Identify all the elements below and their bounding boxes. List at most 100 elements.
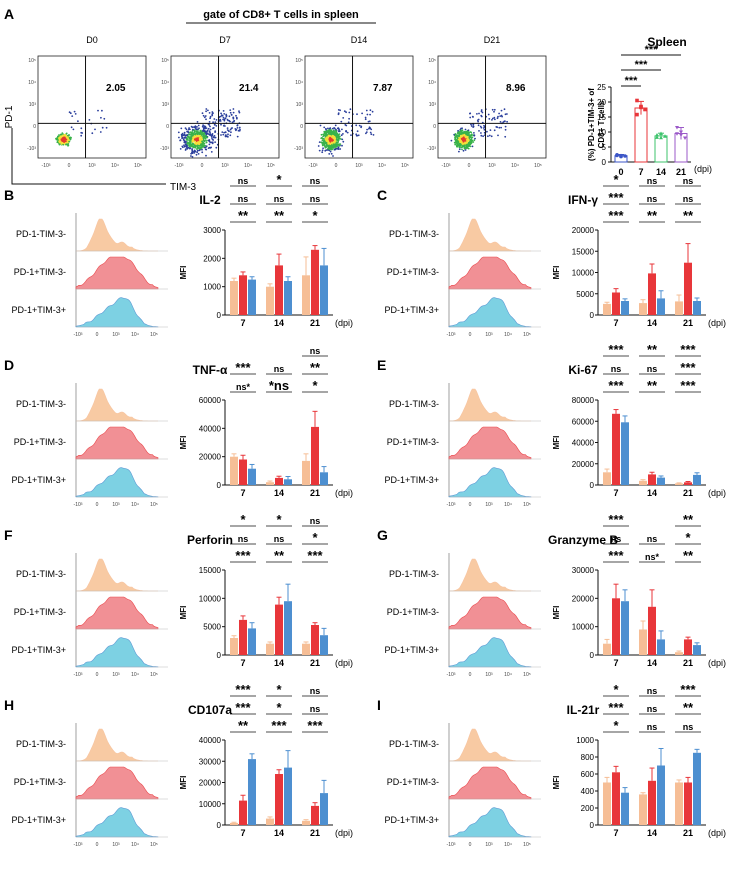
y-tick-label: 20000 xyxy=(572,460,595,469)
flow-event xyxy=(496,117,499,120)
histogram-row-label: PD-1+TIM-3+ xyxy=(384,815,439,825)
flow-event xyxy=(206,139,208,142)
bar xyxy=(320,635,328,655)
panel-c: C IFN-γ PD-1-TIM-3- PD-1+TIM-3- PD-1+TIM-3+ -… xyxy=(377,172,726,338)
histogram-row-label: PD-1+TIM-3- xyxy=(14,267,66,277)
flow-x-tick-label: -10³ xyxy=(42,163,51,169)
flow-event xyxy=(226,118,229,121)
flow-event xyxy=(470,142,473,144)
flow-event xyxy=(202,114,205,117)
flow-event xyxy=(194,130,196,132)
flow-event xyxy=(337,139,340,142)
flow-event xyxy=(473,132,475,134)
flow-event xyxy=(493,110,495,113)
histogram-tick-label: -10³ xyxy=(447,502,456,508)
histogram-curve xyxy=(75,637,159,668)
bar xyxy=(657,765,665,825)
flow-event xyxy=(345,111,347,114)
flow-event xyxy=(462,139,464,142)
y-tick-label: 40000 xyxy=(199,736,222,745)
flow-event xyxy=(226,127,229,129)
flow-event xyxy=(328,134,331,137)
x-tick-label: 7 xyxy=(613,658,618,668)
flow-event xyxy=(185,143,187,146)
flow-event xyxy=(186,138,189,141)
histogram-curve xyxy=(75,766,159,800)
x-tick-label: 21 xyxy=(683,318,693,328)
flow-event xyxy=(490,135,493,138)
flow-x-tick-label: 10⁵ xyxy=(534,163,542,169)
histogram-tick-label: 10⁵ xyxy=(150,842,158,848)
flow-event xyxy=(465,139,468,141)
flow-event xyxy=(199,140,202,142)
histogram-row-label: PD-1-TIM-3- xyxy=(389,569,439,579)
flow-event xyxy=(480,114,483,117)
flow-y-tick-label: 10⁴ xyxy=(428,80,436,86)
flow-event xyxy=(213,124,216,126)
flow-event xyxy=(347,121,350,124)
panel-letter: B xyxy=(4,187,14,203)
x-tick-label: 7 xyxy=(613,828,618,838)
x-axis-label: (dpi) xyxy=(708,658,726,668)
flow-event xyxy=(337,127,340,130)
y-tick-label: 0 xyxy=(217,481,222,490)
significance-label: ** xyxy=(274,548,285,563)
histogram-row-label: PD-1+TIM-3- xyxy=(387,607,439,617)
flow-plot-d21: D21 8.96 -10³ 0 10³ 10⁴ 10⁵ 10⁵ 10⁴ 10³ 0 -10³ xyxy=(427,35,547,169)
flow-event xyxy=(497,115,499,118)
flow-event xyxy=(100,116,102,119)
flow-event xyxy=(462,136,465,139)
flow-event xyxy=(457,142,460,145)
flow-event xyxy=(329,141,332,143)
x-tick-label: 21 xyxy=(310,318,320,328)
flow-event xyxy=(491,119,493,121)
panel-i: I IL-21r PD-1-TIM-3- PD-1+TIM-3- PD-1+TIM-3+… xyxy=(377,682,726,848)
y-tick-label: 800 xyxy=(581,753,595,762)
flow-event xyxy=(105,126,108,129)
flow-event xyxy=(356,113,358,116)
flow-event xyxy=(59,136,62,138)
flow-event xyxy=(203,125,206,128)
y-tick-label: 600 xyxy=(581,770,595,779)
x-tick-label: 21 xyxy=(310,828,320,838)
histogram-tick-label: 10⁴ xyxy=(504,672,512,678)
flow-event xyxy=(458,148,461,151)
histogram-curve xyxy=(448,807,532,838)
histogram-curve xyxy=(75,256,159,290)
significance-label: ns xyxy=(274,194,285,204)
flow-event xyxy=(341,144,343,147)
spleen-chart-title: Spleen xyxy=(647,35,686,49)
significance-label: * xyxy=(276,682,282,697)
y-tick-label: 10000 xyxy=(572,269,595,278)
significance-label: * xyxy=(613,172,619,187)
y-tick-label: 20 xyxy=(597,98,606,107)
flow-event xyxy=(466,141,469,144)
significance-label: *** xyxy=(608,208,624,223)
flow-event xyxy=(60,138,63,141)
flow-event xyxy=(480,134,483,137)
flow-event xyxy=(183,140,186,142)
flow-event xyxy=(450,139,453,142)
flow-plot-day-label: D21 xyxy=(484,35,501,45)
flow-event xyxy=(213,118,216,120)
histogram-tick-label: 10³ xyxy=(112,332,120,338)
panel-f: F Perforin PD-1-TIM-3- PD-1+TIM-3- PD-1+TIM-… xyxy=(4,512,353,678)
panel-letter: F xyxy=(4,527,13,543)
bar xyxy=(311,625,319,655)
y-tick-label: 3000 xyxy=(203,226,221,235)
flow-event xyxy=(213,135,216,137)
y-axis-label: MFI xyxy=(552,606,561,620)
flow-event xyxy=(469,116,472,119)
histogram-tick-label: 10⁵ xyxy=(150,502,158,508)
flow-event xyxy=(498,126,501,129)
significance-label: ns xyxy=(647,722,658,732)
flow-event xyxy=(184,127,187,129)
flow-event xyxy=(506,113,508,115)
flow-x-tick-label: 10³ xyxy=(355,163,363,169)
flow-event xyxy=(68,134,70,136)
flow-cytometry-plots: D0 2.05 -10³ 0 10³ 10⁴ 10⁵ 10⁵ 10⁴ 10³ 0 -10³ D7 21.4… xyxy=(27,35,547,169)
flow-event xyxy=(178,136,180,139)
flow-event xyxy=(187,141,189,144)
flow-event xyxy=(207,109,209,112)
flow-event xyxy=(201,125,204,128)
